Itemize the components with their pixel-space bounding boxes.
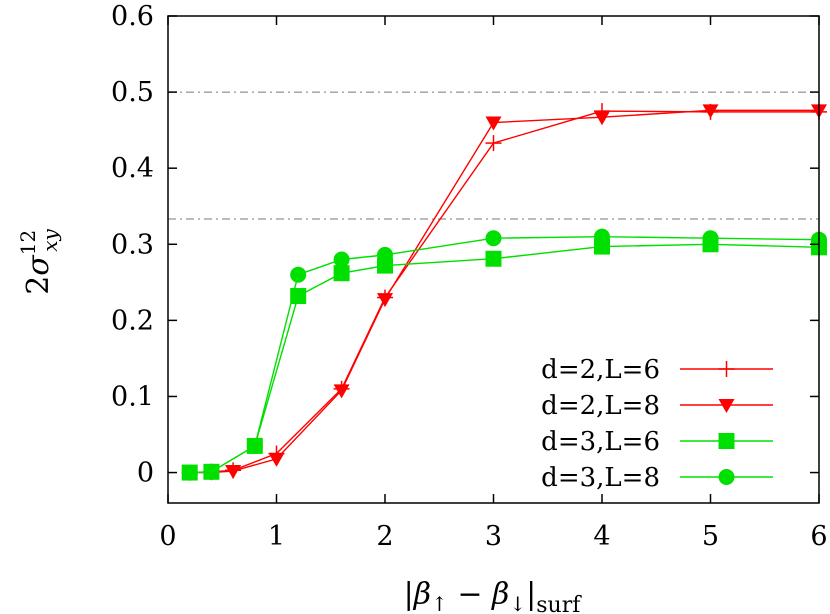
legend-marker-1: [718, 399, 735, 413]
series-3: [181, 228, 827, 481]
legend-marker-3: [718, 469, 735, 485]
data-point-1-3: [268, 452, 285, 467]
data-point-1-7: [594, 111, 610, 126]
data-point-1-6: [485, 116, 502, 131]
x-tick-label: 1: [268, 521, 285, 552]
y-tick-label: 0.6: [111, 1, 154, 32]
y-axis-title-group: 2σ12xy: [16, 228, 62, 294]
x-axis-title-beta-2: β: [491, 577, 509, 612]
y-axis-title-sigma: σ: [21, 254, 56, 276]
series-layer: [181, 103, 827, 481]
legend: d=2,L=6 d=2,L=8 d=3,L=6 d=3,L=8: [541, 355, 773, 493]
legend-label-1: d=2,L=8: [541, 391, 660, 421]
legend-label-3: d=3,L=8: [541, 463, 660, 493]
series-line-1: [189, 109, 819, 474]
data-point-3-3: [290, 266, 307, 283]
series-0: [181, 103, 827, 481]
legend-marker-0: [718, 361, 735, 377]
data-point-3-4: [333, 251, 350, 268]
x-tick-labels: 0 1 2 3 4 5 6: [159, 521, 827, 552]
data-point-3-5: [377, 246, 393, 263]
legend-marker-2: [718, 433, 735, 449]
y-axis-title: 2σ12xy: [16, 228, 62, 294]
reference-lines: [168, 91, 819, 220]
legend-label-2: d=3,L=6: [541, 427, 660, 457]
y-axis-title-coefficient: 2: [21, 276, 56, 295]
y-tick-label: 0.1: [111, 381, 154, 412]
y-tick-label: 0.2: [111, 305, 154, 336]
x-axis-title-subscript: surf: [536, 593, 582, 614]
data-point-1-8: [702, 104, 719, 119]
y-tick-label: 0.4: [111, 153, 154, 184]
data-point-3-1: [203, 463, 220, 480]
x-axis-title-close-bar: |: [526, 577, 536, 612]
x-axis-title: |β↑ − β↓|surf: [404, 577, 583, 614]
y-tick-label: 0.5: [111, 77, 154, 108]
tick-marks: [167, 15, 820, 503]
x-tick-label: 6: [810, 521, 827, 552]
x-axis-title-open-bar: |: [404, 577, 414, 612]
x-tick-label: 5: [702, 521, 719, 552]
x-tick-label: 0: [159, 521, 176, 552]
data-point-3-6: [485, 230, 502, 247]
y-axis-title-superscript: 12: [16, 230, 40, 255]
legend-label-0: d=2,L=6: [541, 355, 660, 385]
data-point-3-2: [246, 437, 263, 454]
data-point-3-7: [594, 228, 610, 245]
y-tick-labels: 0 0.1 0.2 0.3 0.4 0.5 0.6: [111, 1, 154, 489]
x-tick-label: 3: [485, 521, 502, 552]
data-point-1-2: [225, 465, 242, 480]
y-tick-label: 0.3: [111, 229, 154, 260]
data-point-3-0: [181, 464, 198, 481]
x-tick-label: 2: [376, 521, 393, 552]
series-line-3: [189, 235, 820, 474]
x-axis-title-beta-1: β: [413, 577, 431, 612]
data-point-1-5: [377, 293, 393, 308]
series-1: [181, 104, 827, 481]
x-axis-title-up-arrow: ↑: [431, 592, 448, 614]
y-axis-title-subscript: xy: [38, 228, 62, 251]
y-tick-label: 0: [137, 458, 154, 489]
x-axis-title-down-arrow: ↓: [509, 592, 526, 614]
data-point-0-6: [485, 135, 502, 152]
data-point-2-4: [333, 265, 350, 282]
x-tick-label: 4: [593, 521, 610, 552]
data-point-1-4: [333, 384, 350, 399]
data-point-2-6: [485, 250, 502, 267]
data-point-3-8: [702, 230, 719, 247]
series-line-0: [189, 110, 819, 474]
x-axis-title-minus: −: [448, 577, 492, 612]
